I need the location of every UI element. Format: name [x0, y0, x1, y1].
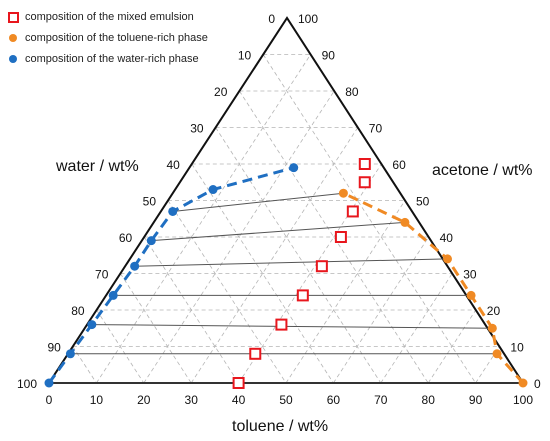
- tie-line: [172, 192, 344, 212]
- mixed-emulsion-point: [296, 289, 309, 302]
- grid-line-toluene: [380, 273, 453, 384]
- mixed-emulsion-point: [358, 176, 371, 189]
- toluene-rich-point: [487, 323, 497, 333]
- left-tick-label: 0: [268, 12, 275, 26]
- legend-label: composition of the mixed emulsion: [25, 10, 194, 23]
- right-tick-label: 0: [534, 377, 541, 391]
- grid-line-toluene: [190, 127, 359, 384]
- grid-line-toluene: [143, 90, 335, 384]
- left-tick-label: 90: [47, 341, 61, 355]
- left-tick-label: 10: [238, 49, 252, 63]
- right-tick-label: 70: [369, 122, 383, 136]
- right-tick-label: 40: [440, 231, 454, 245]
- legend-label: composition of the toluene-rich phase: [25, 31, 208, 44]
- right-axis-title: acetone / wt%: [432, 162, 533, 179]
- bottom-tick-label: 30: [185, 393, 199, 407]
- toluene-rich-point: [338, 188, 348, 198]
- grid-line-toluene: [285, 200, 406, 384]
- bottom-tick-label: 70: [374, 393, 388, 407]
- grid-line-water: [120, 273, 192, 384]
- grid-line-water: [239, 90, 429, 384]
- left-axis-title: water / wt%: [56, 158, 139, 175]
- legend: composition of the mixed emulsion compos…: [6, 6, 208, 69]
- mixed-emulsion-point: [232, 377, 245, 389]
- bottom-tick-label: 40: [232, 393, 246, 407]
- right-tick-label: 90: [322, 49, 336, 63]
- right-tick-label: 60: [392, 158, 406, 172]
- grid-line-water: [215, 127, 382, 384]
- water-rich-point: [208, 185, 218, 195]
- grid-line-toluene: [333, 236, 429, 384]
- water-rich-point: [87, 320, 97, 330]
- mixed-emulsion-point: [358, 158, 371, 170]
- water-rich-point: [65, 349, 75, 359]
- toluene-rich-point: [492, 349, 502, 359]
- right-tick-label: 10: [510, 341, 524, 355]
- left-tick-label: 100: [17, 377, 37, 391]
- legend-item-water-rich: composition of the water-rich phase: [6, 48, 208, 69]
- water-rich-point: [108, 290, 118, 300]
- right-tick-label: 20: [487, 304, 501, 318]
- bottom-tick-label: 0: [46, 393, 53, 407]
- open-square-marker-icon: [6, 11, 20, 23]
- tie-line: [91, 324, 493, 329]
- toluene-rich-point: [400, 217, 410, 227]
- legend-label: composition of the water-rich phase: [25, 52, 199, 65]
- grid-line-water: [96, 309, 145, 384]
- right-tick-label: 80: [345, 85, 359, 99]
- right-tick-label: 100: [298, 12, 318, 26]
- toluene-rich-point: [443, 254, 452, 264]
- grid-line-toluene: [427, 309, 477, 384]
- bottom-axis-title: toluene / wt%: [232, 418, 329, 435]
- left-tick-label: 20: [214, 85, 228, 99]
- water-rich-point: [44, 378, 54, 388]
- bottom-tick-label: 100: [513, 393, 533, 407]
- grid-line-water: [167, 200, 287, 384]
- toluene-rich-point: [466, 290, 476, 300]
- bottom-tick-label: 90: [469, 393, 483, 407]
- grid-line-water: [262, 54, 476, 384]
- right-tick-label: 50: [416, 195, 430, 209]
- left-tick-label: 80: [71, 304, 85, 318]
- grid-line-water: [72, 346, 97, 384]
- bottom-tick-label: 10: [90, 393, 104, 407]
- water-rich-point: [130, 261, 140, 271]
- mixed-emulsion-point: [346, 205, 359, 218]
- toluene-rich-point: [518, 378, 528, 388]
- grid-line-toluene: [96, 54, 311, 384]
- left-tick-label: 70: [95, 268, 109, 282]
- grid-line-water: [143, 236, 239, 384]
- bottom-tick-label: 50: [279, 393, 293, 407]
- bottom-tick-label: 80: [422, 393, 436, 407]
- mixed-emulsion-point: [249, 347, 262, 360]
- mixed-emulsion-point: [334, 231, 347, 243]
- water-rich-point: [146, 236, 156, 246]
- orange-circle-marker-icon: [6, 32, 20, 44]
- tie-line: [151, 221, 405, 242]
- water-rich-point: [168, 206, 178, 216]
- legend-item-mixed: composition of the mixed emulsion: [6, 6, 208, 27]
- bottom-tick-label: 60: [327, 393, 341, 407]
- water-rich-point: [289, 163, 299, 173]
- right-tick-label: 30: [463, 268, 477, 282]
- tie-line: [134, 258, 448, 267]
- left-tick-label: 40: [166, 158, 180, 172]
- bottom-tick-label: 20: [137, 393, 151, 407]
- mixed-emulsion-point: [275, 318, 288, 331]
- legend-item-toluene-rich: composition of the toluene-rich phase: [6, 27, 208, 48]
- mixed-emulsion-point: [315, 260, 328, 273]
- left-tick-label: 30: [190, 122, 204, 136]
- left-tick-label: 50: [143, 195, 157, 209]
- blue-circle-marker-icon: [6, 53, 20, 65]
- left-tick-label: 60: [119, 231, 133, 245]
